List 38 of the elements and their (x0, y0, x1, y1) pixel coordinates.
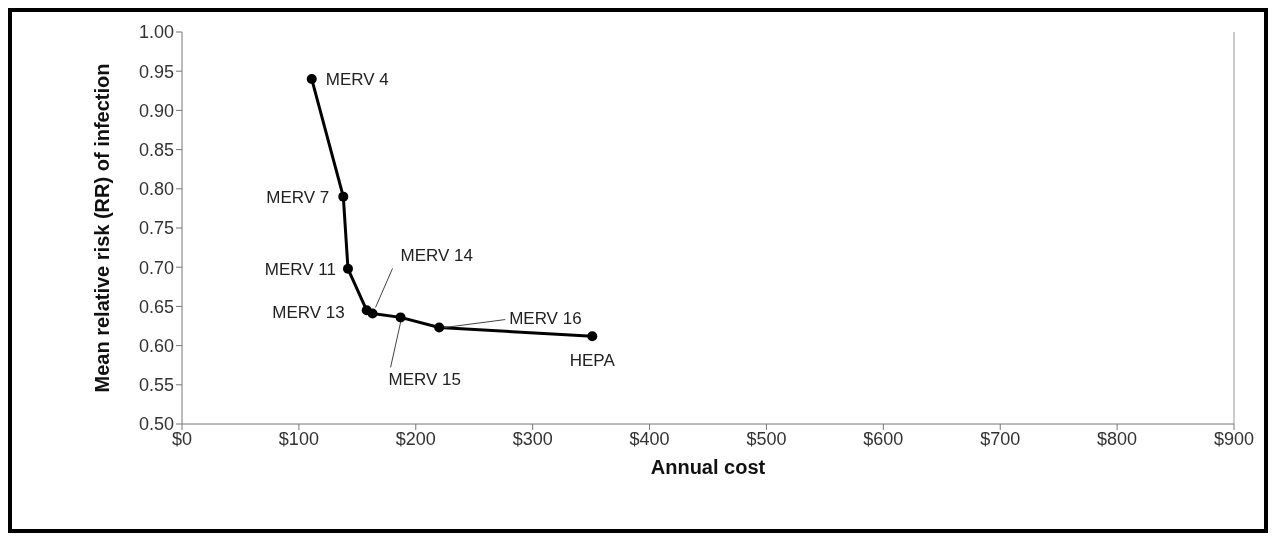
annotation: MERV 15 (388, 370, 462, 390)
x-tick-label: $300 (512, 428, 553, 449)
x-tick-label: $500 (746, 428, 787, 449)
point (338, 191, 349, 202)
y-tick-label: 0.75 (138, 218, 174, 239)
x-tick-label: $200 (395, 428, 436, 449)
x-tick-label: $900 (1213, 428, 1255, 449)
point (395, 312, 406, 323)
y-tick-label: 0.55 (138, 375, 174, 396)
annotation: MERV 16 (509, 308, 582, 328)
y-tick-label: 0.50 (138, 414, 174, 435)
point (306, 74, 317, 85)
y-tick-label: 0.95 (138, 61, 174, 82)
x-tick-label: $700 (980, 428, 1021, 449)
point (342, 263, 353, 274)
y-tick-label: 1.00 (138, 22, 174, 43)
x-axis-title: Annual cost (650, 456, 766, 478)
y-axis-title: Mean relative risk (RR) of infection (91, 63, 114, 393)
annotation: MERV 14 (400, 246, 473, 266)
y-tick-label: 0.65 (138, 296, 174, 317)
x-tick-label: $400 (629, 428, 670, 449)
annotation: MERV 4 (325, 69, 389, 89)
annotation: MERV 13 (272, 303, 345, 323)
x-tick-label: $600 (863, 428, 904, 449)
x-tick-label: $100 (278, 428, 319, 449)
x-tick-label: $0 (171, 428, 193, 449)
point (587, 331, 598, 342)
annotation: MERV 11 (264, 259, 336, 279)
annotation: HEPA (569, 351, 616, 371)
y-tick-label: 0.60 (138, 335, 174, 356)
y-tick-label: 0.85 (138, 139, 174, 160)
y-tick-label: 0.70 (138, 257, 174, 278)
point (434, 322, 445, 333)
point (367, 308, 378, 319)
x-tick-label: $800 (1097, 428, 1138, 449)
annotation: MERV 7 (266, 187, 330, 207)
y-tick-label: 0.90 (138, 100, 174, 121)
y-tick-label: 0.80 (138, 179, 174, 200)
